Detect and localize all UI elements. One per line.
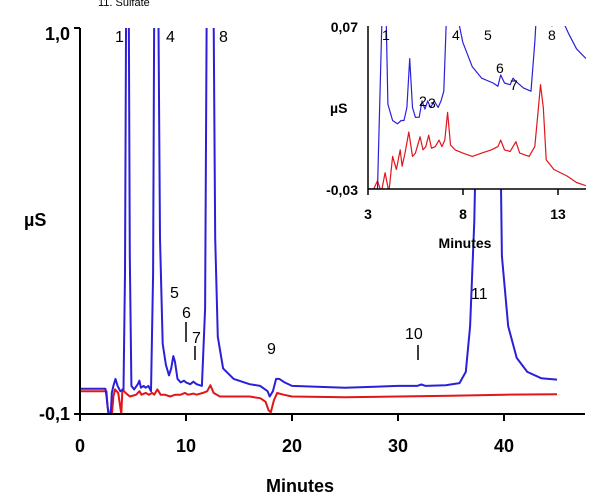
main-x-tick-label-0: 0 xyxy=(75,436,85,456)
main-series-red-trace xyxy=(80,384,558,414)
top-note: 11. Sulfate xyxy=(98,0,150,9)
inset-peak-label-8: 8 xyxy=(548,27,556,43)
inset-x-tick-label-3: 3 xyxy=(364,206,372,222)
inset-peak-label-5: 5 xyxy=(484,27,492,43)
main-peak-label-7: 7 xyxy=(192,330,201,347)
inset-x-tick-label-13: 13 xyxy=(550,206,566,222)
inset-peak-label-6: 6 xyxy=(496,60,504,76)
inset-chromatogram: 0,07 -0,03 µS 3 8 13 Minutes 1 4 5 8 6 7… xyxy=(326,19,586,251)
main-peak-label-10: 10 xyxy=(405,326,423,343)
inset-peak-label-7: 7 xyxy=(510,77,518,93)
main-x-tick-label-30: 30 xyxy=(388,436,408,456)
main-peak-markers xyxy=(185,322,419,360)
main-chromatogram: µS 1,0 -0,1 0 10 20 30 40 Minutes 1 4 8 … xyxy=(24,24,585,496)
inset-y-tick-label-top: 0,07 xyxy=(331,19,358,35)
main-peak-label-11: 11 xyxy=(471,286,488,303)
inset-y-axis-title: µS xyxy=(330,100,347,116)
inset-x-tick-label-8: 8 xyxy=(459,206,467,222)
main-y-tick-label-bottom: -0,1 xyxy=(39,404,70,424)
inset-y-tick-label-bottom: -0,03 xyxy=(326,182,358,198)
main-x-ticks xyxy=(79,414,505,421)
inset-peak-label-1: 1 xyxy=(382,27,390,43)
inset-background xyxy=(368,26,586,189)
inset-peak-label-2: 2 xyxy=(419,93,427,109)
main-x-tick-label-20: 20 xyxy=(282,436,302,456)
main-x-axis-title: Minutes xyxy=(266,476,334,496)
inset-series-red-trace xyxy=(368,84,586,189)
main-peak-label-8: 8 xyxy=(219,29,228,46)
inset-peak-label-4: 4 xyxy=(452,27,460,43)
main-x-tick-label-10: 10 xyxy=(176,436,196,456)
inset-x-ticks xyxy=(367,189,559,195)
main-peak-label-5: 5 xyxy=(170,285,179,302)
main-y-axis-title: µS xyxy=(24,210,46,230)
main-peak-label-9: 9 xyxy=(267,341,276,358)
main-x-tick-label-40: 40 xyxy=(494,436,514,456)
main-peak-label-1: 1 xyxy=(115,29,124,46)
main-peak-label-4: 4 xyxy=(166,29,175,46)
inset-series-blue-trace xyxy=(368,26,586,189)
inset-peak-label-3: 3 xyxy=(428,95,436,111)
main-peak-label-6: 6 xyxy=(182,305,191,322)
main-series-blue-trace xyxy=(80,28,558,414)
main-y-tick-label-top: 1,0 xyxy=(45,24,70,44)
inset-x-axis-title: Minutes xyxy=(439,235,492,251)
